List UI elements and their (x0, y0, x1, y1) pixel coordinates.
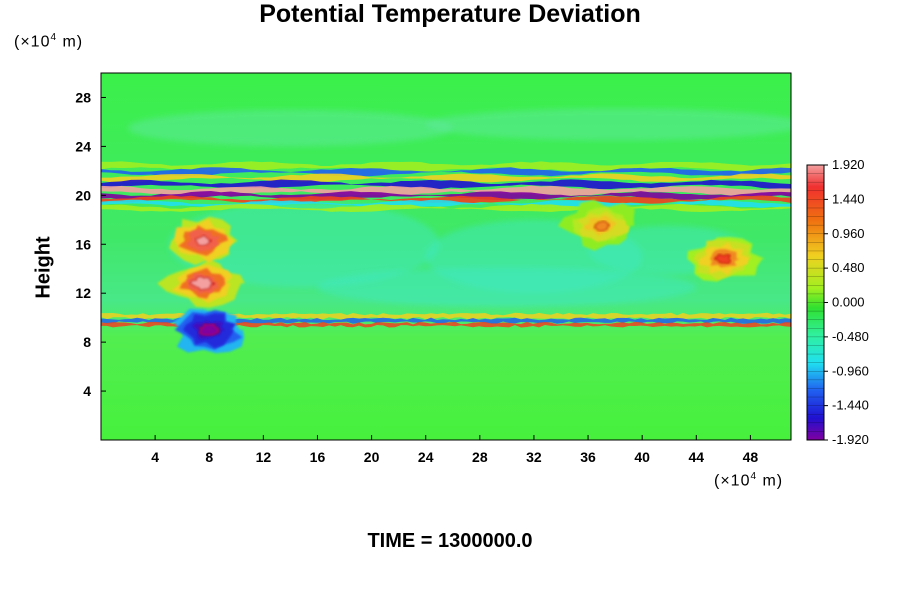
x-tick-label: 28 (472, 449, 488, 465)
colorbar-label: 1.920 (832, 157, 865, 172)
x-tick-label: 8 (205, 449, 213, 465)
upper-anomaly-band (101, 185, 791, 196)
colorbar-label: 1.440 (832, 191, 865, 206)
cool-region (425, 108, 791, 141)
colorbar-label: -0.480 (832, 329, 869, 344)
x-tick-label: 20 (364, 449, 380, 465)
cool-region (128, 109, 453, 147)
y-tick-label: 4 (83, 383, 91, 399)
y-axis-ticks: 4 8 12 16 20 24 28 (75, 89, 106, 399)
chart-title: Potential Temperature Deviation (259, 0, 641, 28)
x-tick-label: 48 (743, 449, 759, 465)
upper-anomaly-band (101, 179, 791, 190)
y-tick-label: 8 (83, 334, 91, 350)
plot-frame (100, 72, 792, 441)
colorbar-label: -1.920 (832, 432, 869, 447)
colorbar-label: -1.440 (832, 398, 869, 413)
x-tick-label: 32 (526, 449, 542, 465)
upper-anomaly-band (101, 173, 791, 183)
y-tick-label: 12 (75, 285, 91, 301)
time-label: TIME = 1300000.0 (367, 530, 533, 552)
y-tick-label: 16 (75, 236, 91, 252)
warm-patch (713, 253, 731, 265)
warm-patch (593, 220, 610, 232)
warm-patch (195, 234, 213, 246)
x-tick-label: 44 (689, 449, 705, 465)
x-tick-label: 16 (310, 449, 326, 465)
y-tick-label: 24 (75, 138, 91, 154)
cool-region (317, 267, 697, 307)
lower-anomaly-band (101, 317, 791, 324)
x-axis-unit: (×104 m) (714, 471, 784, 490)
x-tick-label: 36 (580, 449, 596, 465)
x-tick-label: 4 (151, 449, 159, 465)
colorbar: 1.920 1.440 0.960 0.480 0.000 -0.480 -0.960 -1.… (806, 157, 869, 447)
colorbar-label: 0.960 (832, 226, 865, 241)
warm-patch (189, 276, 215, 291)
lower-anomaly-band (101, 321, 791, 328)
cool-region (168, 201, 440, 288)
upper-anomaly-band (101, 190, 791, 201)
y-tick-label: 28 (75, 89, 91, 105)
y-axis-unit: (×104 m) (14, 32, 84, 51)
x-tick-label: 24 (418, 449, 434, 465)
colorbar-label: 0.480 (832, 260, 865, 275)
upper-anomaly-band (101, 167, 791, 177)
cold-patch (198, 323, 220, 336)
plot-area (101, 73, 791, 440)
colorbar-label: -0.960 (832, 363, 869, 378)
y-tick-label: 20 (75, 187, 91, 203)
colorbar-label: 0.000 (832, 295, 865, 310)
x-tick-label: 12 (256, 449, 272, 465)
x-axis-ticks: 4 8 12 16 20 24 28 32 36 40 44 48 (151, 435, 758, 465)
x-tick-label: 40 (634, 449, 650, 465)
lower-anomaly-band (101, 312, 791, 320)
upper-anomaly-band (101, 203, 791, 213)
